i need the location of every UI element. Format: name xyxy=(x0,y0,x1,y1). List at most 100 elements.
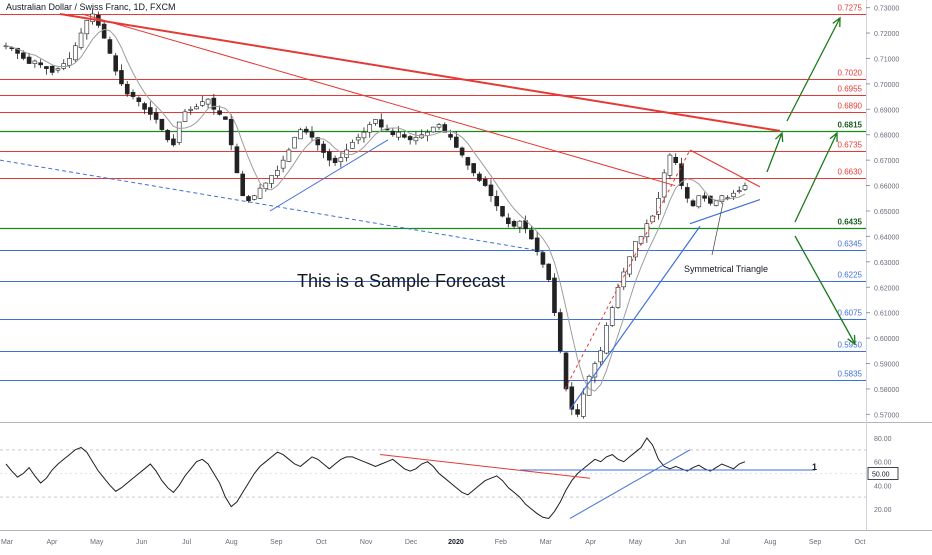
candle-body xyxy=(708,195,713,204)
candle-body xyxy=(188,109,194,111)
time-axis-label: Sep xyxy=(270,539,283,546)
candle-body xyxy=(292,136,297,149)
price-tick-label: 0.72000 xyxy=(874,31,899,38)
candle-body xyxy=(113,55,118,72)
candle-body xyxy=(488,184,494,197)
time-axis-label: 2020 xyxy=(448,539,464,546)
candle-body xyxy=(575,409,580,415)
price-tick-label: 0.68000 xyxy=(874,133,899,140)
candle-body xyxy=(592,363,598,378)
candle-body xyxy=(534,237,540,252)
time-axis-label: Feb xyxy=(495,539,507,546)
candle-body xyxy=(390,130,396,136)
candle-body xyxy=(713,200,719,206)
candle-body xyxy=(251,195,257,200)
level-label: 0.6890 xyxy=(838,102,863,111)
rsi-current-value: 50.00 xyxy=(872,472,890,479)
candle-body xyxy=(211,97,217,110)
candle-body xyxy=(26,56,32,64)
candle-body xyxy=(72,45,78,61)
candle-body xyxy=(679,163,684,186)
major-downtrend-line xyxy=(59,12,781,132)
downtrend-line xyxy=(81,13,676,187)
time-axis-label: Jul xyxy=(182,539,191,546)
candle-body xyxy=(84,20,90,35)
level-label: 0.6225 xyxy=(838,271,863,280)
candle-body xyxy=(442,124,448,133)
price-tick-label: 0.57000 xyxy=(874,412,899,419)
candle-body xyxy=(552,277,557,313)
forecast-arrow-down xyxy=(794,235,856,345)
candle-body xyxy=(702,195,707,199)
candle-body xyxy=(638,236,644,244)
level-label: 0.6955 xyxy=(838,85,863,94)
candle-body xyxy=(581,393,586,417)
candle-body xyxy=(119,70,124,85)
candle-body xyxy=(159,118,165,130)
candle-body xyxy=(32,60,38,64)
candle-body xyxy=(604,325,609,354)
candle-body xyxy=(494,196,500,207)
price-tick-label: 0.58000 xyxy=(874,387,899,394)
candle-body xyxy=(396,131,401,138)
candle-body xyxy=(598,350,603,363)
level-label: 0.6815 xyxy=(838,121,863,130)
candle-body xyxy=(15,47,20,54)
rsi-trendline xyxy=(569,449,691,519)
price-tick-label: 0.59000 xyxy=(874,362,899,369)
candle-body xyxy=(286,149,292,162)
candle-body xyxy=(615,286,621,308)
pattern-annotation: Symmetrical Triangle xyxy=(684,264,768,274)
candle-body xyxy=(719,195,725,203)
candle-body xyxy=(240,173,246,197)
candle-body xyxy=(731,192,736,197)
candle-body xyxy=(482,179,488,186)
candle-body xyxy=(257,187,263,199)
time-axis-label: Aug xyxy=(764,539,777,546)
price-tick-label: 0.60000 xyxy=(874,336,899,343)
candle-body xyxy=(263,182,269,189)
candle-body xyxy=(309,131,315,138)
forecast-arrow-down-head xyxy=(847,334,856,346)
candle-body xyxy=(182,111,188,122)
time-axis-label: Oct xyxy=(855,539,866,546)
candle-body xyxy=(165,130,170,141)
candle-body xyxy=(21,52,26,59)
candle-body xyxy=(228,118,234,146)
forecast-arrow-short-up xyxy=(766,132,783,173)
triangle-upper-line xyxy=(689,149,761,188)
candle-body xyxy=(49,65,55,73)
candle-body xyxy=(38,62,43,66)
price-tick-label: 0.64000 xyxy=(874,234,899,241)
triangle-lower-line xyxy=(689,198,761,225)
candle-body xyxy=(101,23,107,39)
candle-body xyxy=(500,206,505,217)
candle-body xyxy=(459,147,465,156)
candle-body xyxy=(517,220,523,228)
forecast-arrow-short-up-head xyxy=(774,131,784,143)
rsi-line xyxy=(5,437,746,520)
forecast-arrow-long-up xyxy=(786,17,841,122)
candle-body xyxy=(436,124,442,128)
candle-body xyxy=(148,107,153,115)
rsi-tick-label: 80.00 xyxy=(874,436,892,443)
candle-body xyxy=(511,221,517,227)
forecast-annotation: This is a Sample Forecast xyxy=(297,271,505,291)
price-tick-label: 0.69000 xyxy=(874,107,899,114)
price-tick-label: 0.66000 xyxy=(874,184,899,191)
candle-body xyxy=(67,58,72,66)
candle-body xyxy=(546,263,552,280)
price-tick-label: 0.63000 xyxy=(874,260,899,267)
level-label: 0.6075 xyxy=(838,309,863,318)
time-axis-label: May xyxy=(629,539,643,546)
candle-body xyxy=(448,134,453,138)
candle-body xyxy=(303,128,309,133)
candle-body xyxy=(540,252,546,265)
level-label: 0.6735 xyxy=(838,141,863,150)
candle-body xyxy=(742,185,748,190)
symbol-title: Australian Dollar / Swiss Franc, 1D, FXC… xyxy=(6,2,176,12)
candle-body xyxy=(413,136,419,142)
rsi-divergence-line xyxy=(379,454,591,479)
candle-body xyxy=(194,106,199,110)
